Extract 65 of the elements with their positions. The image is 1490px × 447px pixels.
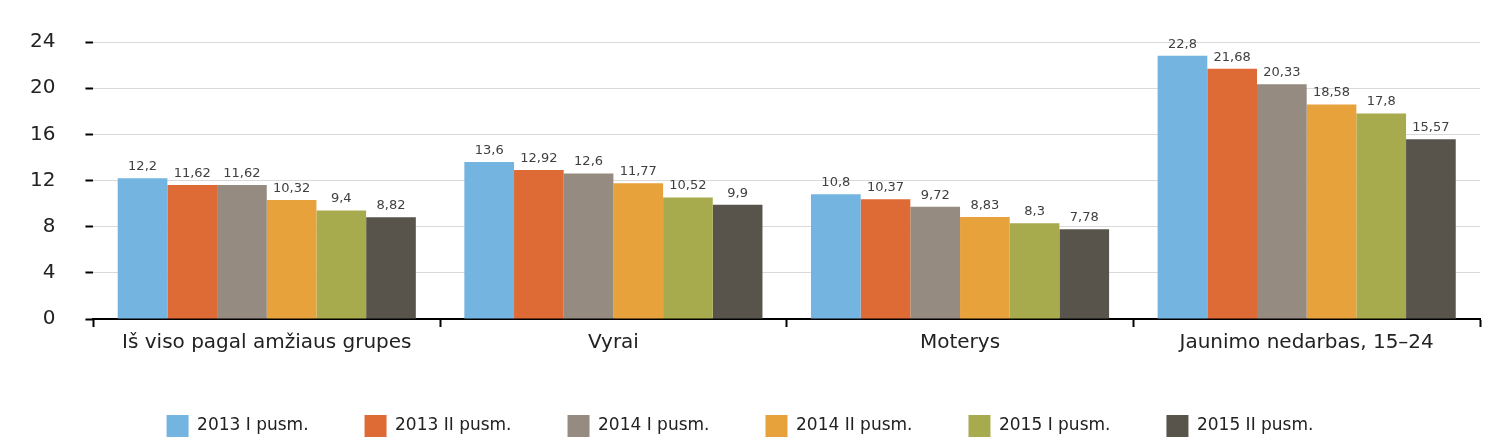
data-label: 7,78: [1069, 209, 1099, 225]
data-label: 12,2: [128, 158, 158, 174]
legend-label: 2015 II pusm.: [1196, 414, 1314, 435]
bar: [1157, 55, 1208, 319]
bar: [563, 173, 614, 319]
y-tick-label: 20: [30, 74, 56, 99]
data-label: 9,72: [920, 186, 950, 202]
x-tick-label: Vyrai: [587, 329, 639, 354]
data-label: 12,92: [520, 149, 558, 165]
data-label: 12,6: [574, 153, 604, 169]
data-label: 22,8: [1167, 35, 1197, 51]
bar: [960, 217, 1010, 319]
legend-label: 2015 I pusm.: [998, 414, 1111, 435]
y-tick-label: 8: [42, 212, 56, 237]
bar: [663, 197, 713, 319]
x-tick-label: Moterys: [919, 329, 1001, 354]
data-label: 21,68: [1213, 48, 1251, 64]
bar: [1406, 139, 1456, 319]
bar: [712, 204, 763, 319]
legend-label: 2013 I pusm.: [197, 414, 309, 435]
bar: [860, 199, 911, 319]
bar: [1207, 68, 1257, 319]
y-tick-label: 12: [30, 166, 56, 191]
data-label: 9,9: [727, 184, 748, 200]
data-label: 9,4: [330, 190, 352, 206]
data-label: 10,8: [821, 174, 851, 190]
data-label: 8,83: [970, 196, 1000, 212]
data-label: 13,6: [474, 141, 504, 157]
y-tick-label: 4: [42, 259, 56, 284]
y-tick-label: 24: [30, 28, 56, 53]
data-label: 10,32: [273, 179, 311, 195]
bar: [810, 194, 861, 319]
data-label: 8,3: [1024, 203, 1045, 219]
bar: [1356, 113, 1407, 319]
bar: [613, 183, 664, 319]
bar: [1306, 104, 1357, 319]
legend-label: 2014 II pusm.: [795, 414, 913, 435]
bar: [316, 210, 367, 319]
bar: [217, 184, 267, 319]
bar: [366, 217, 416, 319]
data-label: 18,58: [1312, 84, 1351, 100]
bar: [266, 199, 317, 319]
data-label: 10,37: [866, 179, 905, 195]
x-tick-label: Jaunimo nedarbas, 15–24: [1177, 329, 1434, 354]
bar: [514, 169, 564, 319]
bar: [167, 184, 218, 319]
y-tick-label: 16: [30, 120, 56, 145]
data-label: 11,77: [619, 163, 657, 179]
bar: [1009, 223, 1060, 319]
data-label: 15,57: [1412, 119, 1450, 135]
bar: [910, 206, 961, 319]
data-label: 11,62: [173, 164, 211, 180]
x-tick-label: Iš viso pagal amžiaus grupes: [122, 329, 412, 354]
bar: [464, 162, 515, 319]
bar: [1059, 229, 1110, 319]
legend-label: 2014 I pusm.: [598, 414, 710, 435]
data-label: 17,8: [1366, 93, 1396, 109]
data-label: 10,52: [669, 177, 707, 193]
data-label: 20,33: [1263, 64, 1301, 80]
data-label: 11,62: [223, 164, 261, 180]
bar: [117, 178, 168, 319]
y-tick-label: 0: [42, 305, 56, 330]
bar: [1257, 84, 1307, 319]
legend-label: 2013 II pusm.: [395, 414, 512, 435]
data-label: 8,82: [376, 197, 406, 213]
